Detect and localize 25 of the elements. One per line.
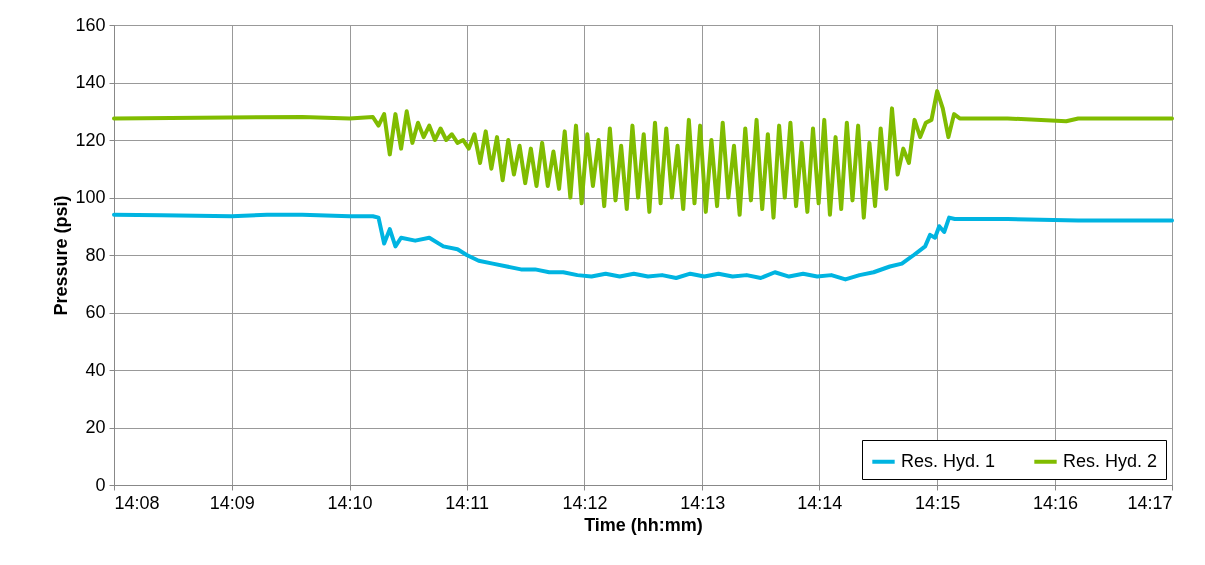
y-tick-label: 120 [75,129,106,150]
x-tick-label: 14:09 [209,492,255,513]
y-tick-label: 100 [75,187,106,207]
line-series [112,89,1174,220]
x-tick-label: 14:12 [562,492,608,513]
x-tick-label: 14:10 [327,492,373,513]
legend-label: Res. Hyd. 2 [1063,450,1158,471]
line-series [112,212,1174,282]
y-tick-label: 160 [75,14,106,35]
x-tick-label: 14:16 [1032,492,1078,513]
x-tick-label: 14:08 [114,492,160,513]
x-axis-title: Time (hh:mm) [584,514,703,535]
x-tick-label: 14:11 [445,492,490,513]
x-tick-label: 14:13 [680,492,726,513]
y-tick-label: 0 [95,474,106,495]
x-tick-label: 14:17 [1127,492,1173,513]
y-tick-label: 20 [85,417,106,437]
x-tick-label: 14:14 [797,492,843,513]
x-tick-label: 14:15 [915,492,961,513]
y-tick-label: 40 [85,359,106,380]
y-tick-label: 140 [75,72,106,92]
y-tick-label: 80 [85,244,106,265]
y-tick-label: 60 [85,302,106,322]
y-axis-title: Pressure (psi) [51,195,72,316]
legend-label: Res. Hyd. 1 [901,450,996,471]
